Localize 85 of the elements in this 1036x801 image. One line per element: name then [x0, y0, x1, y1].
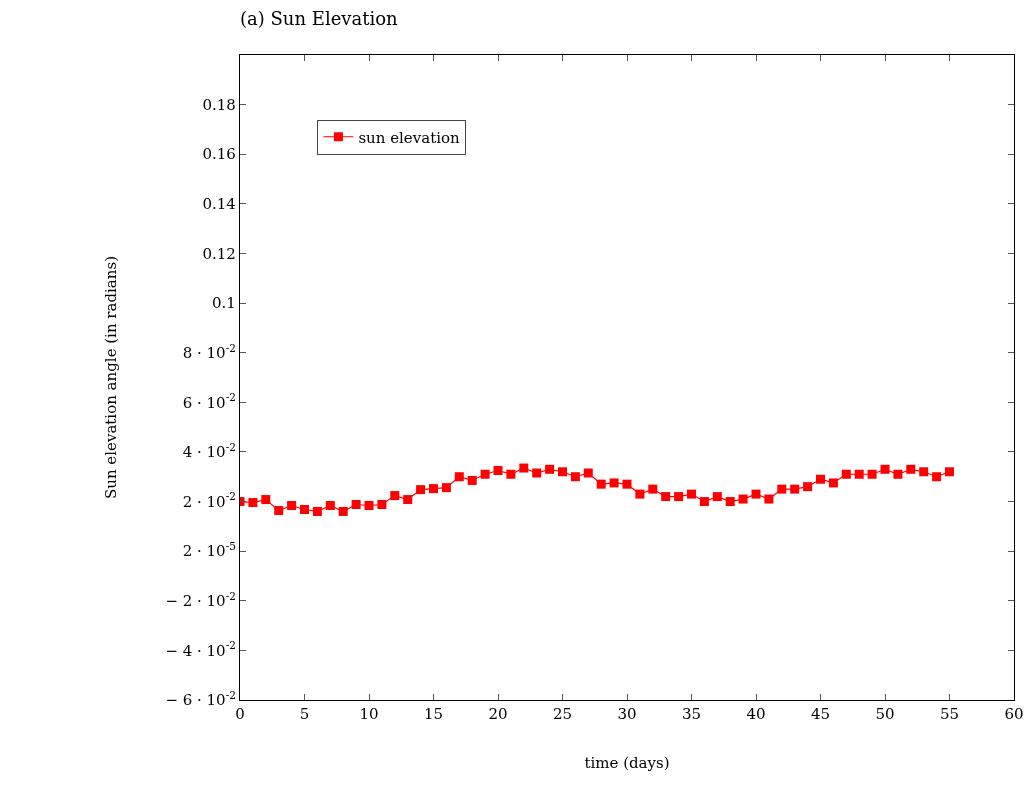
x-axis-title: time (days)	[584, 754, 670, 773]
point	[661, 492, 671, 502]
point	[338, 506, 348, 516]
point	[932, 472, 942, 482]
point	[300, 504, 309, 514]
point	[261, 495, 271, 505]
y-tick-label: 0.1	[212, 294, 236, 313]
point	[583, 468, 593, 478]
x-tick-label: 30	[617, 705, 637, 724]
point	[674, 492, 684, 502]
point	[906, 464, 916, 474]
x-tick-label: 60	[1004, 705, 1024, 724]
point	[880, 464, 890, 474]
point	[570, 472, 580, 482]
point	[441, 483, 451, 493]
x-tick-label: 0	[235, 705, 245, 724]
y-tick-label: 0.14	[202, 195, 236, 214]
point	[532, 468, 542, 478]
x-tick-label: 50	[875, 705, 895, 724]
point	[803, 482, 813, 492]
point	[609, 478, 619, 488]
point	[287, 501, 297, 511]
point	[480, 469, 490, 479]
point	[867, 469, 877, 479]
y-tick-label: 2 · 10$^{-5}$	[182, 540, 236, 561]
point	[893, 469, 903, 479]
point	[274, 505, 284, 515]
point	[854, 469, 864, 479]
point	[467, 475, 477, 485]
y-tick-label: 4 · 10$^{-2}$	[182, 440, 236, 462]
x-tick-label: 5	[299, 705, 310, 724]
point	[687, 489, 696, 499]
x-tick-label: 35	[681, 705, 702, 724]
x-tick-label: 20	[488, 705, 508, 724]
point	[738, 494, 748, 504]
point	[945, 467, 954, 477]
y-tick-label: 2 · 10$^{-2}$	[182, 490, 236, 511]
y-tick-label: − 6 · 10$^{-2}$	[165, 688, 236, 710]
x-tick-label: 25	[552, 705, 573, 724]
point	[790, 484, 800, 494]
x-tick-label: 15	[423, 705, 444, 724]
point	[635, 489, 645, 499]
point	[377, 500, 387, 510]
point	[248, 498, 258, 508]
point	[351, 500, 361, 510]
point	[764, 494, 774, 504]
point	[390, 491, 400, 501]
y-tick-label: 0.12	[202, 244, 236, 263]
point	[712, 492, 722, 502]
point	[312, 506, 322, 516]
x-tick-label: 10	[359, 705, 379, 724]
point	[725, 497, 735, 507]
point	[403, 495, 413, 505]
y-tick-label: 0.18	[202, 95, 236, 114]
x-tick-label: 45	[810, 705, 831, 724]
x-tick-label: 40	[746, 705, 766, 724]
point	[648, 484, 658, 494]
x-tick-label: 55	[939, 705, 960, 724]
point	[816, 474, 825, 484]
point	[828, 478, 838, 488]
point	[493, 466, 503, 476]
point	[919, 467, 929, 477]
point	[699, 497, 709, 507]
point	[596, 479, 606, 489]
point	[506, 469, 516, 479]
y-axis-title: Sun elevation angle (in radians)	[101, 255, 120, 500]
point	[622, 479, 632, 489]
point	[519, 463, 529, 473]
point	[751, 489, 761, 499]
y-tick-label: − 4 · 10$^{-2}$	[165, 639, 236, 660]
point	[364, 501, 374, 511]
point	[545, 464, 555, 474]
y-tick-label: 0.16	[202, 145, 236, 164]
y-tick-label: 8 · 10$^{-2}$	[182, 341, 236, 362]
point	[429, 484, 438, 494]
y-tick-label: − 2 · 10$^{-2}$	[165, 589, 236, 611]
point	[325, 501, 335, 511]
chart-title: (a) Sun Elevation	[240, 7, 399, 29]
point	[777, 484, 787, 494]
y-tick-label: 6 · 10$^{-2}$	[182, 391, 236, 412]
legend-label: sun elevation	[358, 128, 461, 147]
point	[558, 467, 567, 477]
point	[416, 485, 426, 495]
point	[841, 469, 851, 479]
point	[454, 472, 464, 482]
